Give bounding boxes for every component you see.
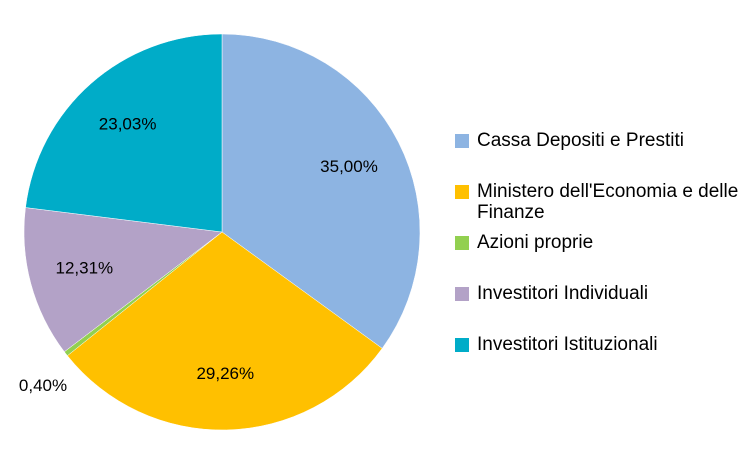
legend-item: Azioni proprie	[455, 232, 745, 283]
legend-swatch	[455, 236, 469, 250]
legend: Cassa Depositi e Prestiti Ministero dell'…	[455, 130, 745, 385]
legend-label: Ministero dell'Economia e delle Finanze	[477, 181, 739, 223]
pie-slice	[25, 33, 223, 233]
legend-label: Cassa Depositi e Prestiti	[477, 130, 684, 151]
legend-swatch	[455, 185, 469, 199]
legend-item: Investitori Istituzionali	[455, 334, 745, 385]
legend-swatch	[455, 338, 469, 352]
data-label: 0,40%	[19, 376, 67, 395]
legend-label: Investitori Individuali	[477, 283, 649, 304]
pie-slice	[67, 231, 383, 431]
pie-slice	[23, 207, 223, 353]
legend-label: Azioni proprie	[477, 232, 594, 253]
data-label: 12,31%	[56, 259, 114, 278]
data-label: 35,00%	[320, 157, 378, 176]
legend-swatch	[455, 134, 469, 148]
legend-item: Investitori Individuali	[455, 283, 745, 334]
legend-label: Investitori Istituzionali	[477, 334, 658, 355]
pie-slice	[221, 33, 421, 349]
legend-swatch	[455, 287, 469, 301]
data-label: 29,26%	[196, 364, 254, 383]
legend-item: Cassa Depositi e Prestiti	[455, 130, 745, 181]
legend-item: Ministero dell'Economia e delle Finanze	[455, 181, 745, 232]
data-label: 23,03%	[99, 115, 157, 134]
